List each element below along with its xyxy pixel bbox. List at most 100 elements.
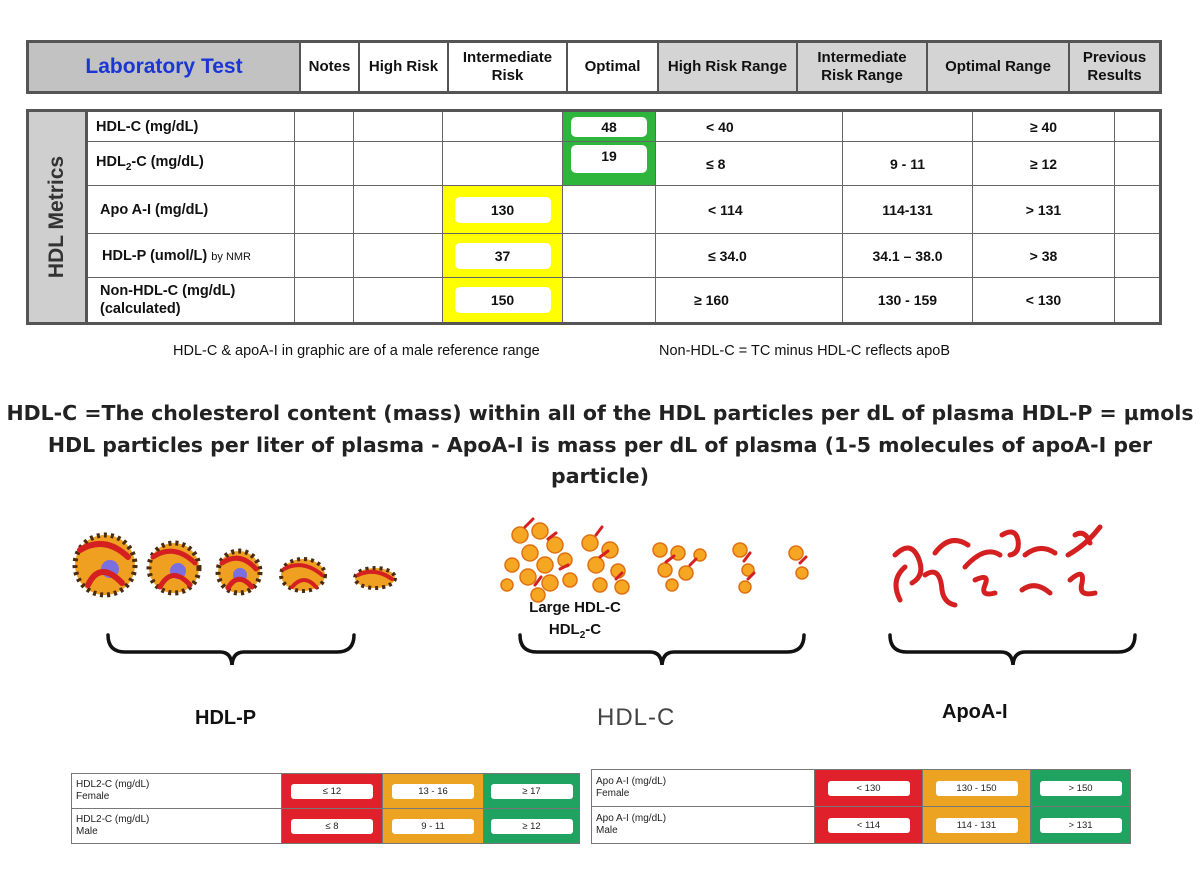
- header-notes: Notes: [299, 40, 360, 94]
- apoa-female-high-risk: < 130: [814, 769, 923, 807]
- row-apoa-high-range: < 114: [655, 185, 843, 234]
- pill: ≤ 12: [291, 783, 373, 799]
- hdl2-c-text: HDL2-C: [523, 619, 627, 647]
- row-non-hdl-high-range: ≥ 160: [655, 277, 843, 324]
- row-non-hdl-label: Non-HDL-C (mg/dL) (calculated): [86, 277, 295, 324]
- hdl2-female-label-1: HDL2-C (mg/dL): [76, 779, 150, 790]
- row-hdl-c-label: HDL-C (mg/dL): [86, 110, 295, 142]
- caption-apoa-i: ApoA-I: [942, 701, 1008, 723]
- row-hdl2-c-high-range: ≤ 8: [655, 141, 843, 186]
- row-hdl-p-previous: [1114, 233, 1161, 278]
- row-apoa-previous: [1114, 185, 1161, 234]
- header-previous-results: Previous Results: [1068, 40, 1162, 94]
- particle-l: [146, 540, 202, 596]
- header-intermediate-risk-text: Intermediate Risk: [462, 49, 553, 84]
- row-hdl-c-intermediate: [442, 110, 563, 142]
- non-hdl-label-text: Non-HDL-C (mg/dL): [100, 283, 236, 299]
- row-hdl-p-high-risk: [353, 233, 443, 278]
- row-hdl-p-optimal: [562, 233, 656, 278]
- pill: > 150: [1039, 780, 1122, 796]
- row-hdl2-c-label: HDL2-C (mg/dL): [86, 141, 295, 186]
- row-non-hdl-optimal-range: < 130: [972, 277, 1115, 324]
- value-box: 130: [454, 196, 551, 223]
- hdl2-rest: -C (mg/dL): [131, 154, 204, 171]
- header-intermediate-risk-range: Intermediate Risk Range: [796, 40, 928, 94]
- apoa-female-label: Apo A-I (mg/dL) Female: [591, 769, 815, 807]
- apoa-female-label-1: Apo A-I (mg/dL): [596, 776, 667, 787]
- pill: ≤ 8: [291, 818, 373, 834]
- header-previous-results-text: Previous Results: [1082, 49, 1147, 84]
- row-apoa-intermediate: 130: [442, 185, 563, 234]
- apoa-male-optimal: > 131: [1030, 806, 1131, 844]
- row-non-hdl-intermediate: 150: [442, 277, 563, 324]
- row-non-hdl-optimal: [562, 277, 656, 324]
- row-non-hdl-notes: [294, 277, 354, 324]
- caption-hdl-c: HDL-C: [597, 704, 676, 731]
- caption-hdl-p: HDL-P: [195, 707, 257, 729]
- pill: ≥ 17: [490, 783, 573, 799]
- apoa-male-label: Apo A-I (mg/dL) Male: [591, 806, 815, 844]
- row-hdl2-c-optimal: 19: [562, 141, 656, 186]
- value-box: 150: [454, 287, 551, 313]
- pill: ≥ 12: [490, 818, 573, 834]
- row-hdl-c-high-risk: [353, 110, 443, 142]
- hdl2-c-reference-table: HDL2-C (mg/dL) Female ≤ 12 13 - 16 ≥ 17 H…: [71, 773, 580, 844]
- hdl2-male-optimal: ≥ 12: [483, 808, 580, 844]
- particle-s: [279, 557, 327, 593]
- row-apoa-optimal: [562, 185, 656, 234]
- apoa-male-label-1: Apo A-I (mg/dL): [596, 813, 667, 824]
- hdl2-female-optimal: ≥ 17: [483, 773, 580, 809]
- row-hdl-c-optimal: 48: [562, 110, 656, 142]
- row-apoa-optimal-range: > 131: [972, 185, 1115, 234]
- particle-xs: [353, 566, 397, 590]
- header-intermediate-risk-range-text: Intermediate Risk Range: [817, 49, 907, 84]
- apoa-strands: [892, 524, 1103, 608]
- header-optimal: Optimal: [566, 40, 659, 94]
- header-table: Laboratory Test Notes High Risk Intermed…: [26, 40, 1162, 94]
- row-apoa-label: Apo A-I (mg/dL): [86, 185, 295, 234]
- apoa-male-label-2: Male: [596, 825, 618, 836]
- row-hdl2-c-high-risk: [353, 141, 443, 186]
- note-non-hdl: Non-HDL-C = TC minus HDL-C reflects apoB: [659, 343, 951, 359]
- row-hdl-p-label: HDL-P (umol/L) by NMR: [86, 233, 295, 278]
- non-hdl-label-line2: (calculated): [100, 301, 181, 317]
- row-hdl-c-notes: [294, 110, 354, 142]
- pill: 130 - 150: [935, 780, 1018, 796]
- row-apoa-notes: [294, 185, 354, 234]
- hdl-c-illustration-label: Large HDL-C HDL2-C: [523, 597, 627, 647]
- hdl-p-label-text: HDL-P (umol/L): [102, 247, 208, 264]
- hdl-p-label-suffix: by NMR: [211, 250, 252, 263]
- apoa-female-label-2: Female: [596, 788, 630, 799]
- pill: < 114: [827, 817, 910, 833]
- row-hdl2-c-notes: [294, 141, 354, 186]
- hdl2-sub: 2: [125, 161, 132, 173]
- pill: 13 - 16: [392, 783, 474, 799]
- hdl2-main: HDL: [96, 154, 126, 171]
- value-box: 19: [571, 145, 647, 173]
- row-hdl2-c-intermediate: [442, 141, 563, 186]
- row-non-hdl-previous: [1114, 277, 1161, 324]
- hdl-metrics-table: HDL Metrics HDL-C (mg/dL) 48 < 40 ≥ 40 H…: [26, 109, 1162, 325]
- braces: [106, 633, 1137, 665]
- hdl2-female-intermediate: 13 - 16: [382, 773, 484, 809]
- note-male-reference: HDL-C & apoA-I in graphic are of a male …: [173, 343, 540, 359]
- pill: < 130: [827, 780, 910, 796]
- header-high-risk: High Risk: [358, 40, 449, 94]
- hdl2-female-high-risk: ≤ 12: [281, 773, 383, 809]
- header-optimal-range: Optimal Range: [926, 40, 1070, 94]
- value-box: 37: [454, 242, 551, 269]
- hdl2-male-high-risk: ≤ 8: [281, 808, 383, 844]
- apoa-female-optimal: > 150: [1030, 769, 1131, 807]
- row-hdl-p-intermediate-range: 34.1 – 38.0: [842, 233, 973, 278]
- hdl-c-tails: [523, 517, 808, 587]
- header-laboratory-test: Laboratory Test: [26, 40, 301, 94]
- hdl-metrics-side-label: HDL Metrics: [27, 110, 88, 324]
- apoa-female-intermediate: 130 - 150: [922, 769, 1031, 807]
- hdl2-male-label-1: HDL2-C (mg/dL): [76, 814, 150, 825]
- header-intermediate-risk: Intermediate Risk: [447, 40, 568, 94]
- hdl2-female-label-2: Female: [76, 791, 110, 802]
- hdl-c-molecules: [500, 522, 809, 603]
- apoa-male-high-risk: < 114: [814, 806, 923, 844]
- row-hdl-p-notes: [294, 233, 354, 278]
- row-hdl-p-intermediate: 37: [442, 233, 563, 278]
